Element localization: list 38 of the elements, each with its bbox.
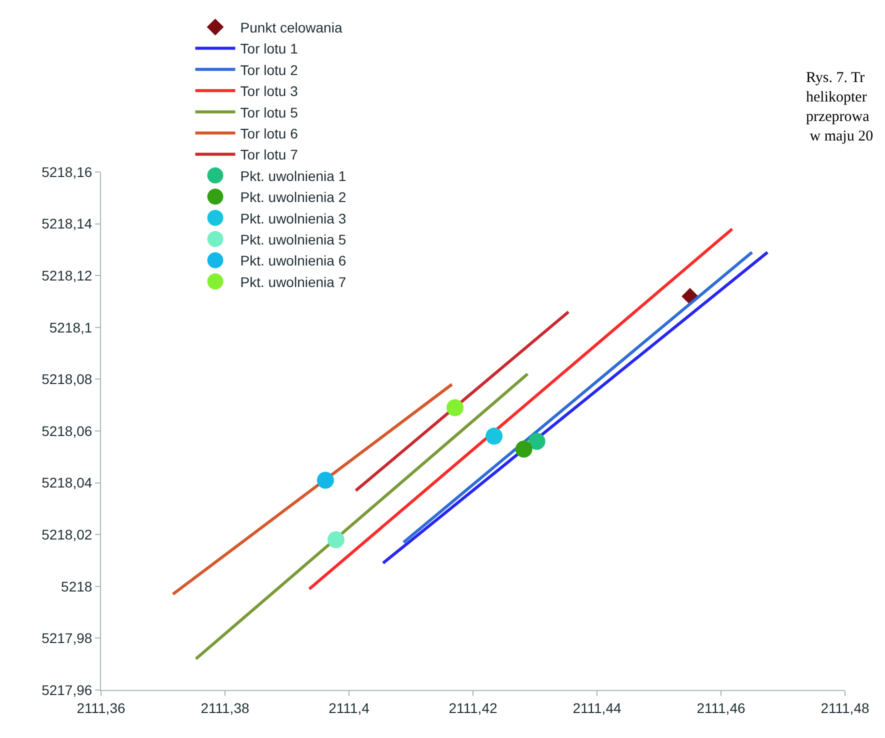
y-tick-label: 5218,02 [42,526,92,542]
y-tick-label: 5218,04 [42,474,92,491]
legend-label: Punkt celowania [240,19,342,36]
y-tick-label: 5218,06 [42,422,92,439]
legend-label: Tor lotu 6 [240,125,298,142]
x-tick-label: 2111,38 [200,700,250,716]
legend-label: Tor lotu 7 [240,146,298,163]
legend-label: Pkt. uwolnienia 2 [240,189,346,206]
text: Rys. 7. Tr helikopter przeprowa w maju 20 [806,70,874,144]
legend-label: Pkt. uwolnienia 6 [240,252,346,269]
point [446,399,464,416]
y-tick-label: 5218,12 [42,268,92,284]
y-tick-label: 5218,14 [42,216,92,232]
legend-label: Pkt. uwolnienia 1 [240,168,346,184]
y-tick-label: 5218,08 [42,371,92,388]
point [327,531,344,548]
legend-label: Tor lotu 3 [240,83,298,100]
point [486,428,503,445]
legend-label: Pkt. uwolnienia 3 [240,210,346,226]
y-tick-label: 5218 [61,578,92,594]
point [515,440,532,458]
x-tick-label: 2111,46 [696,700,746,716]
point [528,432,546,450]
legend-label: Pkt. uwolnienia 5 [240,231,346,248]
legend-label: Tor lotu 2 [240,62,298,78]
x-tick-label: 2111,4 [328,700,370,716]
y-tick-label: 5218,1 [49,319,92,336]
legend-label: Pkt. uwolnienia 7 [240,274,346,290]
x-tick-label: 2111,48 [820,700,870,716]
x-tick-label: 2111,42 [448,700,498,716]
y-tick-label: 5217,98 [42,630,92,646]
x-tick-label: 2111,36 [76,700,126,716]
legend-label: Tor lotu 1 [240,40,298,57]
legend-label: Tor lotu 5 [240,104,298,120]
point [316,472,334,489]
x-tick-label: 2111,44 [572,700,622,716]
y-tick-label: 5218,16 [42,164,92,180]
y-tick-label: 5217,96 [42,682,92,698]
